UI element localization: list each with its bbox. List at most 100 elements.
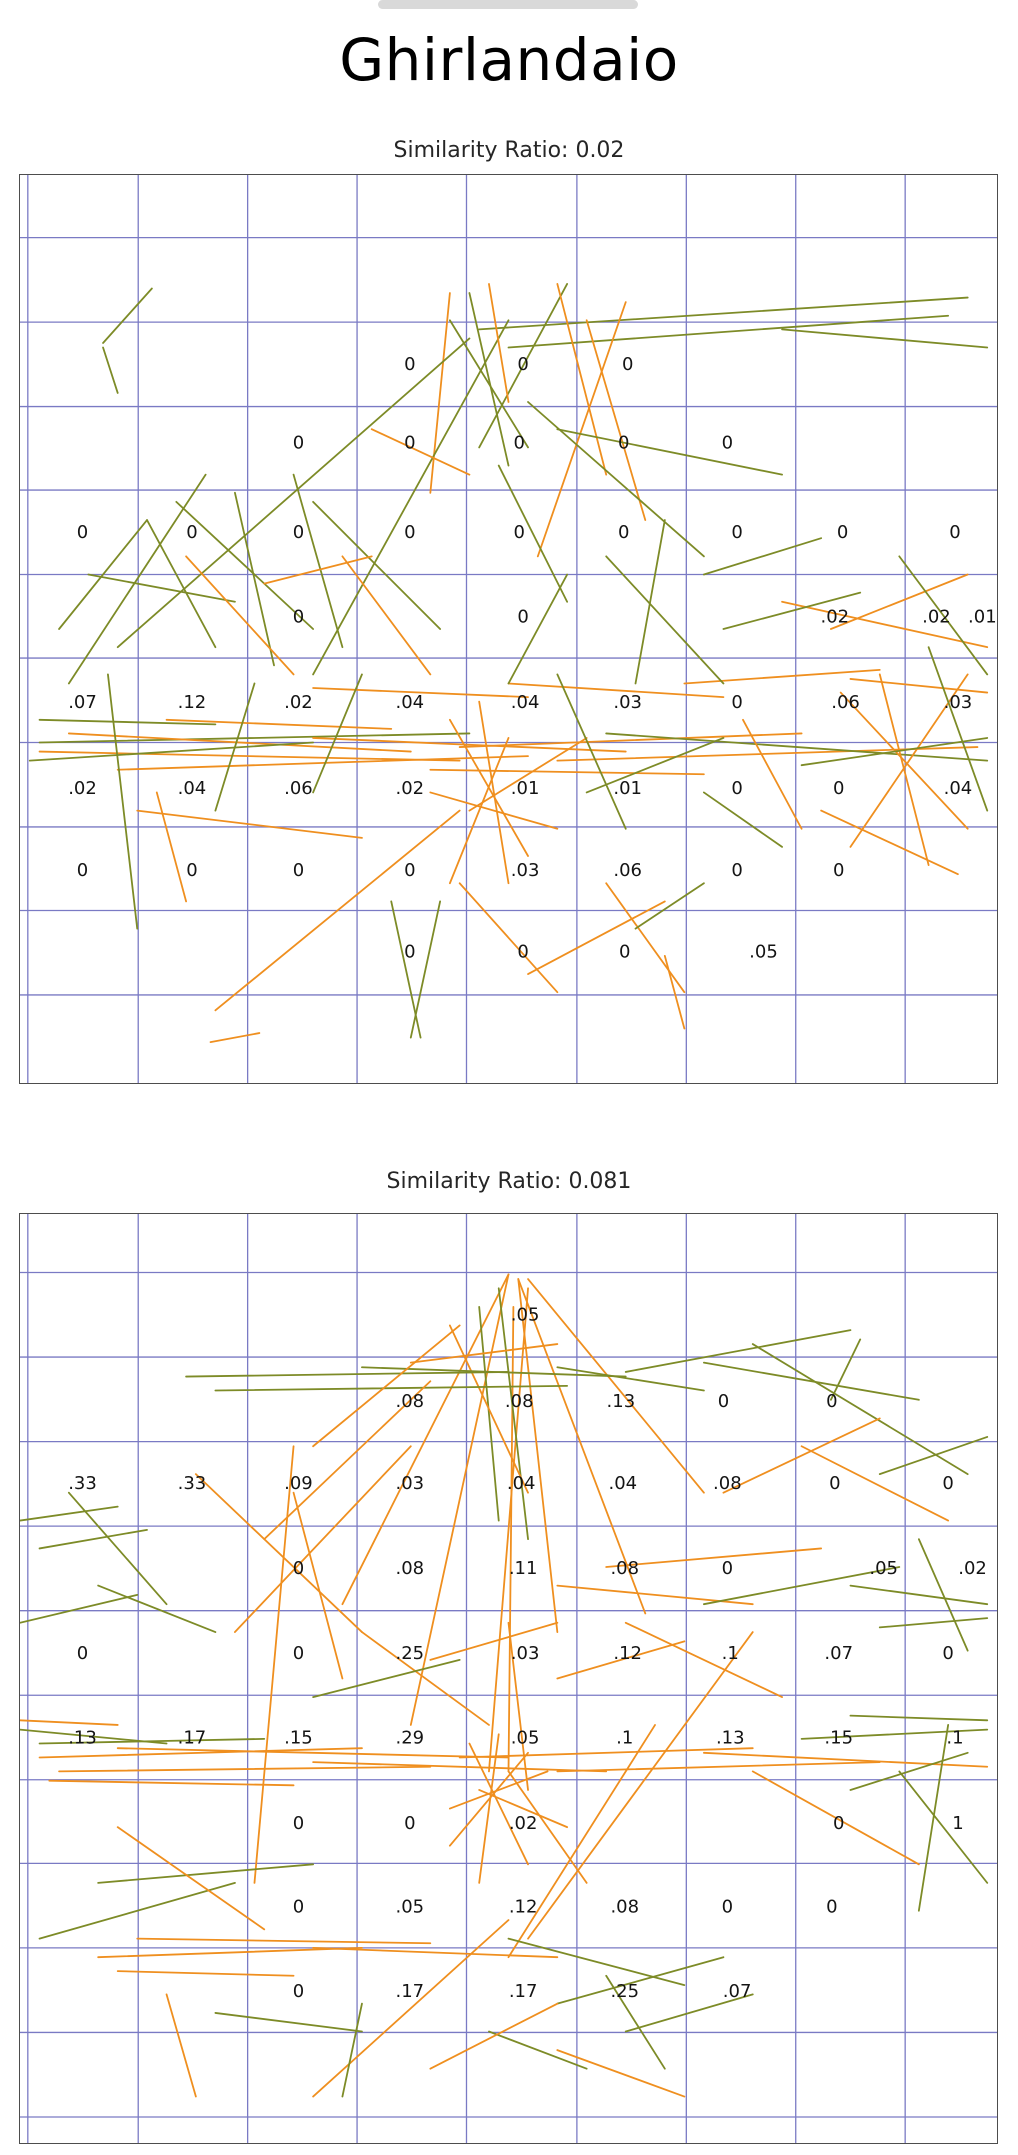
grid-cell-value: 0 [514, 522, 525, 543]
olive-stroke-segment [751, 1343, 969, 1476]
grid-cell-value: 0 [833, 1813, 844, 1834]
orange-stroke-segment [97, 1947, 363, 1959]
orange-stroke-segment [165, 1993, 197, 2098]
olive-stroke-segment [67, 1491, 168, 1606]
orange-stroke-segment [263, 555, 373, 585]
orange-stroke-segment [781, 600, 989, 649]
grid-cell-value: .03 [944, 692, 973, 713]
olive-stroke-segment [703, 1566, 901, 1606]
grid-cell-value: .07 [723, 1981, 752, 2002]
grid-cell-value: 0 [293, 607, 304, 628]
grid-cell-value: 0 [622, 354, 633, 375]
grid-cell-value: 0 [731, 778, 742, 799]
grid-cell-value: .25 [396, 1643, 425, 1664]
plot1-subtitle: Similarity Ratio: 0.02 [393, 138, 625, 163]
orange-stroke-segment [312, 687, 529, 698]
grid-cell-value: 0 [826, 1391, 837, 1412]
grid-cell-value: .02 [396, 778, 425, 799]
grid-cell-value: 0 [833, 860, 844, 881]
olive-stroke-segment [58, 519, 148, 630]
grid-cell-value: 0 [517, 607, 528, 628]
olive-stroke-segment [234, 491, 275, 667]
orange-stroke-segment [67, 732, 412, 753]
olive-stroke-segment [927, 646, 989, 812]
olive-stroke-segment [87, 573, 236, 603]
olive-stroke-segment [409, 900, 442, 1039]
orange-stroke-segment [556, 2049, 686, 2098]
grid-cell-value: .08 [505, 1391, 534, 1412]
orange-stroke-segment [527, 900, 666, 975]
orange-stroke-segment [458, 882, 559, 994]
olive-stroke-segment [341, 2002, 363, 2098]
olive-stroke-segment [703, 791, 783, 848]
olive-stroke-segment [605, 1974, 666, 2070]
grid-cell-value: .08 [396, 1391, 425, 1412]
orange-stroke-segment [507, 1770, 588, 1884]
olive-stroke-segment [38, 732, 471, 744]
scrollbar-thumb[interactable] [378, 0, 638, 9]
grid-cell-value: 0 [77, 860, 88, 881]
orange-stroke-segment [488, 1287, 529, 1773]
olive-stroke-segment [507, 573, 569, 685]
orange-stroke-segment [429, 791, 559, 830]
olive-stroke-segment [507, 1937, 686, 1986]
orange-stroke-segment [527, 1278, 705, 1494]
orange-stroke-segment [165, 718, 393, 730]
grid-cell-value: .06 [831, 692, 860, 713]
olive-stroke-segment [634, 882, 705, 930]
orange-stroke-segment [38, 1747, 363, 1759]
olive-stroke-segment [116, 337, 471, 649]
olive-stroke-segment [703, 537, 823, 576]
olive-stroke-segment [800, 737, 989, 767]
olive-stroke-segment [917, 1724, 950, 1912]
grid-cell-value: .15 [284, 1727, 313, 1748]
orange-stroke-segment [468, 1742, 529, 1866]
orange-stroke-segment [536, 301, 627, 558]
orange-stroke-segment [556, 1640, 686, 1680]
olive-stroke-segment [19, 1505, 119, 1522]
orange-stroke-segment [839, 691, 969, 830]
olive-stroke-segment [556, 673, 627, 830]
grid-cell-value: .04 [511, 692, 540, 713]
orange-stroke-segment [742, 718, 803, 830]
orange-stroke-segment [136, 809, 363, 839]
orange-stroke-segment [517, 1278, 647, 1615]
olive-stroke-segment [312, 673, 363, 794]
grid-cell-value: 0 [517, 942, 528, 963]
grid-cell-value: 0 [731, 860, 742, 881]
grid-cell-value: 1 [952, 1813, 963, 1834]
grid-cell-value: 0 [293, 1813, 304, 1834]
orange-stroke-segment [312, 1761, 608, 1773]
olive-stroke-segment [175, 500, 315, 630]
grid-cell-value: 0 [833, 778, 844, 799]
orange-stroke-segment [292, 1491, 344, 1680]
olive-stroke-segment [830, 1338, 862, 1401]
olive-stroke-segment [703, 1361, 920, 1401]
orange-stroke-segment [234, 1445, 412, 1633]
grid-cell-value: .04 [178, 778, 207, 799]
olive-stroke-segment [292, 473, 344, 649]
grid-cell-value: 0 [404, 942, 415, 963]
olive-stroke-segment [19, 1593, 139, 1624]
orange-stroke-segment [507, 1724, 656, 1959]
grid-cell-value: 0 [293, 432, 304, 453]
grid-cell-value: .08 [610, 1558, 639, 1579]
orange-stroke-segment [194, 1473, 363, 1633]
orange-stroke-segment [507, 1306, 515, 1773]
olive-stroke-segment [97, 1584, 217, 1633]
olive-stroke-segment [507, 314, 950, 349]
orange-stroke-segment [448, 1770, 549, 1810]
plot-canvas: .05 .08 .08 .13 0 0 .33 .33 .09 .03 .04 .04 .08 0 0 0 .0… [19, 1213, 998, 2144]
orange-stroke-segment [468, 737, 588, 812]
orange-stroke-segment [263, 1380, 432, 1541]
olive-stroke-segment [800, 1728, 989, 1740]
olive-stroke-segment [556, 1956, 725, 2005]
grid-cell-value: 0 [619, 942, 630, 963]
orange-stroke-segment [820, 809, 959, 876]
orange-stroke-segment [116, 1747, 510, 1759]
grid-cell-value: .29 [396, 1727, 425, 1748]
grid-cell-value: .13 [607, 1391, 636, 1412]
olive-stroke-segment [849, 1584, 989, 1606]
orange-stroke-segment [663, 954, 686, 1030]
grid-cell-value: .13 [716, 1727, 745, 1748]
